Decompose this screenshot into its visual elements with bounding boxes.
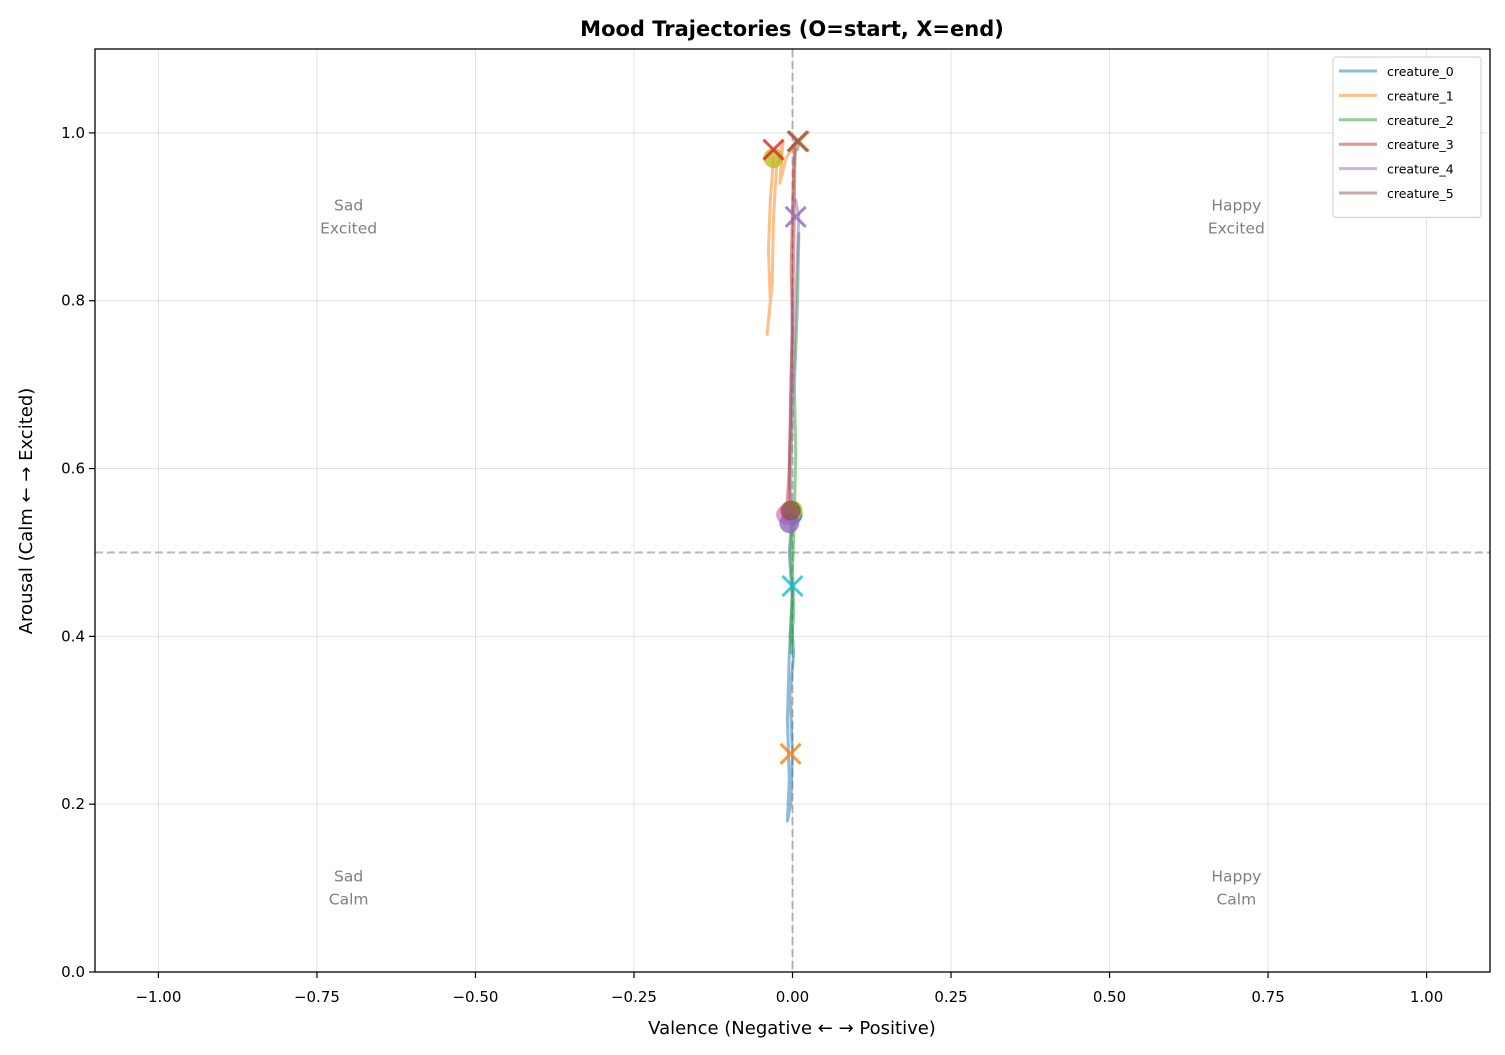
- quadrant-labels: Sad Excited Happy Excited Sad Calm Happy Calm: [320, 196, 1265, 908]
- start-marker-creature_5: [780, 500, 801, 521]
- chart-title: Mood Trajectories (O=start, X=end): [580, 17, 1004, 41]
- x-tick-label: 0.50: [1093, 988, 1126, 1006]
- y-axis-ticks: 0.0 0.2 0.4 0.6 0.8 1.0: [61, 124, 95, 981]
- quadrant-label-line: Excited: [320, 219, 377, 237]
- x-tick-label: 1.00: [1410, 988, 1443, 1006]
- quadrant-label-line: Sad: [334, 196, 363, 214]
- quadrant-label-line: Happy: [1211, 868, 1261, 886]
- quadrant-label: Sad Excited: [320, 196, 377, 237]
- legend-box: [1332, 56, 1482, 218]
- y-tick-label: 0.8: [61, 292, 85, 310]
- series-line-creature_1: [765, 139, 801, 336]
- end-marker-creature_0: [781, 574, 804, 598]
- series-lines: [765, 139, 801, 823]
- quadrant-label-line: Sad: [334, 868, 363, 886]
- x-tick-label: −0.50: [452, 988, 498, 1006]
- legend-label-creature_3: creature_3: [1387, 137, 1454, 152]
- x-tick-label: 0.75: [1251, 988, 1284, 1006]
- quadrant-label: Happy Excited: [1208, 196, 1265, 237]
- x-tick-label: −1.00: [135, 988, 181, 1006]
- legend-label-creature_4: creature_4: [1387, 162, 1454, 177]
- y-tick-label: 0.4: [61, 627, 85, 645]
- y-tick-label: 0.6: [61, 460, 85, 478]
- y-axis-title: Arousal (Calm ← → Excited): [16, 388, 37, 635]
- end-marker-creature_2: [779, 742, 802, 765]
- end-marker-creature_5: [786, 130, 809, 153]
- quadrant-label-line: Calm: [329, 891, 369, 909]
- quadrant-label-line: Calm: [1216, 891, 1256, 909]
- y-tick-label: 1.0: [61, 124, 85, 142]
- legend-label-creature_5: creature_5: [1387, 186, 1454, 201]
- quadrant-label: Sad Calm: [329, 868, 369, 909]
- trajectory-markers: [762, 130, 810, 765]
- legend: creature_0 creature_1 creature_2 creature_3…: [1332, 56, 1482, 218]
- y-tick-label: 0.0: [61, 963, 85, 981]
- end-marker-creature_4: [784, 205, 807, 228]
- quadrant-label-line: Happy: [1211, 196, 1261, 214]
- legend-label-creature_0: creature_0: [1387, 64, 1454, 79]
- x-tick-label: 0.25: [934, 988, 967, 1006]
- x-tick-label: −0.75: [294, 988, 340, 1006]
- x-tick-label: 0.00: [776, 988, 809, 1006]
- x-axis-ticks: −1.00 −0.75 −0.50 −0.25 0.00 0.25 0.50 0.75 1.00: [135, 972, 1443, 1006]
- y-tick-label: 0.2: [61, 795, 85, 813]
- quadrant-label-line: Excited: [1208, 219, 1265, 237]
- end-marker-creature_3: [762, 138, 785, 161]
- x-axis-title: Valence (Negative ← → Positive): [648, 1018, 936, 1039]
- legend-label-creature_2: creature_2: [1387, 113, 1454, 128]
- quadrant-label: Happy Calm: [1211, 868, 1261, 909]
- legend-label-creature_1: creature_1: [1387, 88, 1454, 103]
- x-tick-label: −0.25: [611, 988, 657, 1006]
